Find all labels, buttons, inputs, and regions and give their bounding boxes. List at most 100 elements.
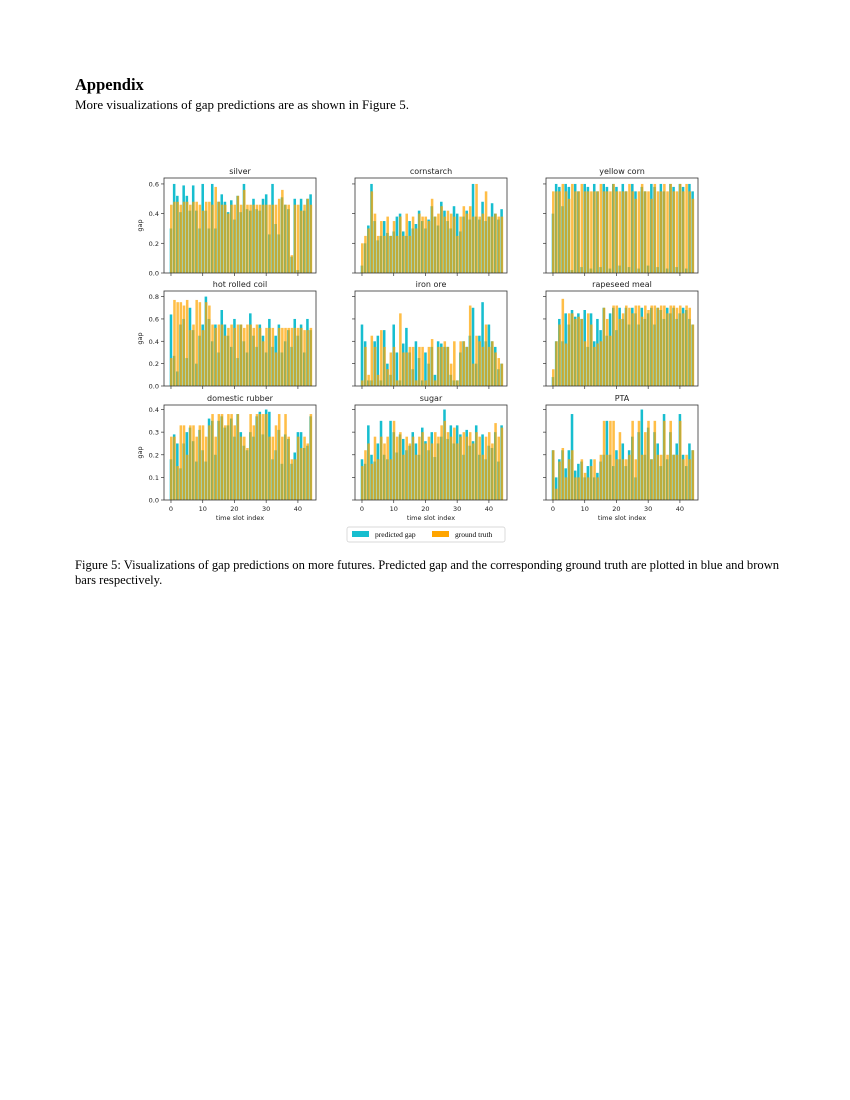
- truth-bar: [453, 216, 456, 273]
- predicted-bar: [433, 374, 437, 386]
- truth-bar: [383, 346, 386, 386]
- truth-bar: [405, 352, 408, 386]
- truth-bar: [605, 191, 609, 273]
- truth-bar: [214, 186, 217, 273]
- truth-bar: [214, 327, 217, 386]
- truth-bar: [678, 420, 682, 500]
- truth-bar: [424, 443, 428, 500]
- truth-bar: [682, 459, 685, 500]
- truth-bar: [268, 327, 271, 386]
- truth-bar: [220, 204, 224, 273]
- truth-bar: [440, 346, 443, 386]
- truth-bar: [408, 346, 412, 386]
- truth-bar: [246, 204, 249, 273]
- truth-bar: [201, 210, 205, 273]
- truth-bar: [427, 221, 431, 273]
- truth-bar: [612, 420, 615, 500]
- truth-bar: [408, 235, 412, 273]
- truth-bar: [481, 346, 485, 386]
- truth-bar: [223, 335, 227, 386]
- truth-bar: [277, 414, 281, 500]
- subplot-title: domestic rubber: [207, 394, 274, 403]
- truth-bar: [204, 436, 208, 500]
- truth-bar: [640, 183, 644, 273]
- y-axis-label: gap: [136, 446, 144, 458]
- x-axis-label: time slot index: [216, 514, 264, 522]
- truth-bar: [555, 191, 558, 273]
- truth-bar: [564, 477, 568, 500]
- truth-bar: [249, 324, 252, 386]
- truth-bar: [682, 191, 685, 273]
- truth-bar: [443, 341, 447, 386]
- truth-bar: [268, 204, 271, 273]
- y-tick-label: 0.0: [149, 383, 159, 391]
- truth-bar: [634, 198, 638, 273]
- truth-bar: [663, 305, 666, 386]
- truth-bar: [590, 324, 593, 386]
- truth-bar: [421, 346, 424, 386]
- truth-bar: [567, 459, 571, 500]
- truth-bar: [656, 191, 660, 273]
- truth-bar: [586, 313, 590, 386]
- subplot-sugar: sugar 0 10 20 30 40 time slot index: [352, 394, 508, 522]
- truth-bar: [211, 414, 214, 500]
- truth-bar: [271, 204, 275, 273]
- truth-bar: [306, 443, 310, 500]
- truth-bar: [293, 459, 297, 500]
- truth-bar: [459, 436, 462, 500]
- truth-bar: [583, 341, 587, 386]
- truth-bar: [265, 327, 268, 386]
- truth-bar: [386, 436, 389, 500]
- truth-bar: [220, 414, 224, 500]
- truth-bar: [230, 324, 233, 386]
- truth-bar: [580, 459, 584, 500]
- truth-bar: [468, 432, 472, 500]
- truth-bar: [176, 302, 179, 386]
- axes-frame: [354, 290, 508, 387]
- truth-bar: [182, 305, 186, 386]
- truth-bar: [659, 454, 663, 500]
- truth-bar: [233, 425, 237, 500]
- subplot-title: sugar: [420, 394, 443, 403]
- truth-bar: [306, 198, 310, 273]
- truth-bar: [487, 216, 491, 273]
- y-tick-label: 0.1: [149, 474, 159, 482]
- truth-bar: [258, 327, 262, 386]
- y-tick-label: 0.2: [149, 360, 159, 368]
- predicted-bar: [481, 302, 484, 386]
- truth-bar: [243, 327, 246, 386]
- truth-bar: [287, 327, 290, 386]
- truth-bar: [481, 454, 485, 500]
- truth-bar: [300, 447, 303, 500]
- axes-frame: [545, 404, 699, 501]
- truth-bar: [653, 183, 657, 273]
- truth-bar: [678, 183, 682, 273]
- truth-bar: [284, 414, 287, 500]
- truth-bar: [309, 327, 313, 386]
- truth-bar: [682, 313, 685, 386]
- x-tick-label: 20: [612, 505, 620, 513]
- truth-bar: [173, 436, 176, 500]
- truth-bar: [621, 459, 625, 500]
- truth-bar: [574, 477, 577, 500]
- truth-bar: [453, 427, 456, 500]
- truth-bar: [411, 216, 415, 273]
- truth-bar: [555, 488, 558, 500]
- truth-bar: [631, 420, 634, 500]
- x-tick-label: 30: [644, 505, 652, 513]
- truth-bar: [211, 324, 214, 386]
- truth-bar: [258, 204, 262, 273]
- truth-bar: [561, 183, 565, 273]
- y-tick-label: 0.6: [149, 180, 159, 188]
- truth-bar: [303, 330, 306, 386]
- intro-paragraph: More visualizations of gap predictions a…: [75, 97, 409, 112]
- truth-bar: [255, 204, 259, 273]
- truth-bar: [198, 425, 202, 500]
- x-tick-label: 20: [421, 505, 429, 513]
- axes-frame: [163, 404, 317, 501]
- truth-bar: [586, 477, 590, 500]
- x-tick-label: 10: [390, 505, 398, 513]
- truth-bar: [491, 443, 494, 500]
- truth-bar: [434, 432, 437, 500]
